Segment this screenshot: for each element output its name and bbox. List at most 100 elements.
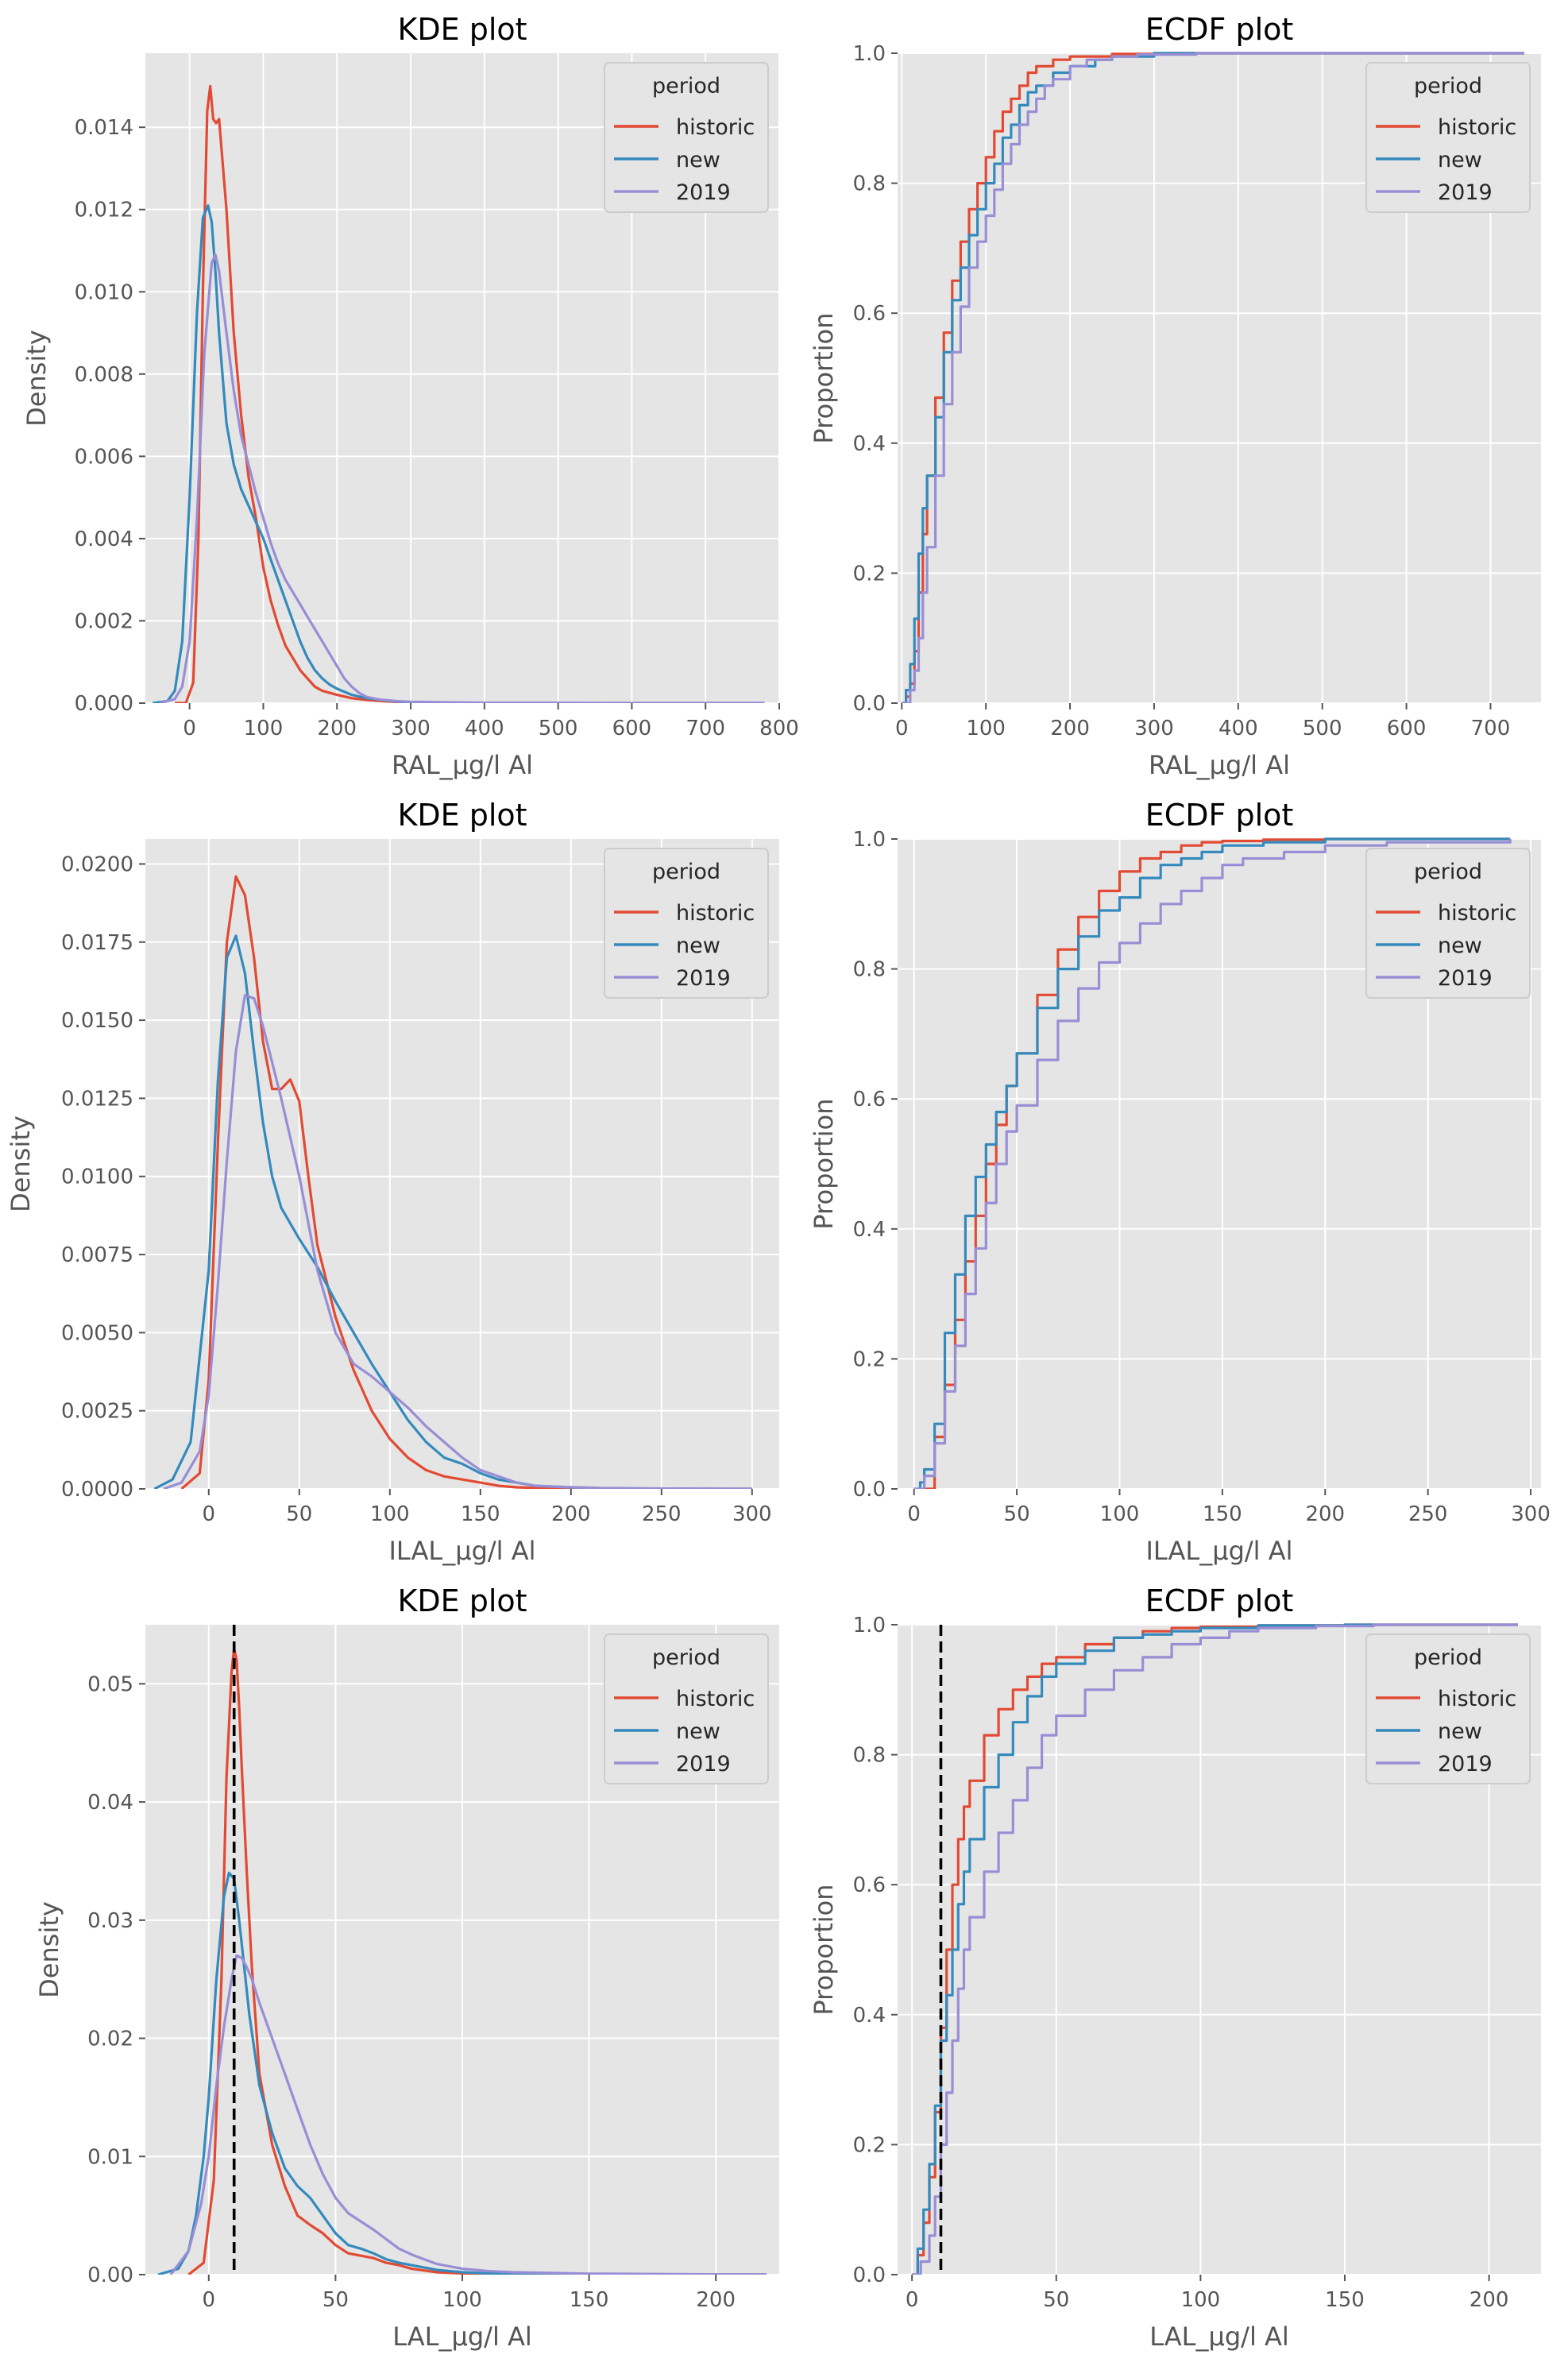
legend-label: historic — [1438, 1687, 1516, 1711]
legend-box — [1365, 62, 1531, 213]
legend-label: 2019 — [1438, 966, 1493, 991]
x-tick-label: 100 — [244, 717, 284, 740]
y-tick-label: 0.0050 — [61, 1321, 133, 1345]
legend-label: 2019 — [676, 1752, 731, 1776]
series-line-2019 — [902, 52, 1524, 703]
x-tick-label: 400 — [1218, 717, 1258, 740]
y-tick-label: 1.0 — [853, 828, 886, 852]
y-tick-label: 0.008 — [75, 363, 133, 387]
series-line-2019 — [912, 1623, 1518, 2275]
legend-title: period — [652, 74, 720, 99]
x-tick-label: 100 — [1181, 2288, 1221, 2312]
x-axis-label: ILAL_µg/l Al — [1145, 1536, 1292, 1566]
x-tick-label: 200 — [317, 717, 357, 740]
y-tick-label: 0.04 — [87, 1791, 133, 1815]
legend: period historic new 2019 — [1365, 848, 1531, 999]
legend: period historic new 2019 — [604, 62, 769, 213]
chart-title: ECDF plot — [1145, 12, 1294, 47]
y-tick-label: 0.2 — [853, 562, 886, 586]
series-group — [902, 52, 1524, 703]
legend-title: period — [1414, 860, 1482, 884]
x-tick-label: 150 — [1325, 2288, 1365, 2312]
y-tick-label: 0.00 — [87, 2264, 133, 2287]
legend-label: historic — [1438, 901, 1516, 926]
y-tick-label: 0.0200 — [61, 852, 133, 876]
x-tick-label: 500 — [1303, 717, 1342, 740]
y-tick-label: 0.0075 — [61, 1243, 133, 1267]
legend-label: historic — [676, 1687, 755, 1711]
x-tick-label: 100 — [442, 2288, 482, 2312]
x-tick-label: 800 — [759, 717, 799, 740]
legend-box — [604, 1633, 769, 1784]
y-tick-label: 1.0 — [853, 42, 886, 66]
series-group — [153, 875, 752, 1489]
y-tick-label: 0.8 — [853, 172, 886, 196]
x-tick-label: 300 — [391, 717, 431, 740]
series-group — [913, 837, 1512, 1489]
x-tick-label: 250 — [642, 1502, 682, 1526]
x-tick-label: 0 — [906, 2288, 919, 2312]
chart-6: 0 50 100 150 200 0.0 0.2 0.4 0.6 0.8 1.0 ECDF plot L… — [809, 1583, 1541, 2352]
legend-label: new — [676, 934, 720, 958]
x-tick-label: 0 — [203, 1502, 216, 1526]
x-tick-label: 600 — [612, 717, 652, 740]
legend-label: 2019 — [1438, 180, 1493, 205]
legend-label: new — [676, 1719, 720, 1744]
x-tick-label: 500 — [539, 717, 578, 740]
x-tick-label: 200 — [551, 1502, 591, 1526]
y-tick-label: 0.0 — [853, 692, 886, 716]
y-tick-label: 0.6 — [853, 1873, 886, 1897]
legend: period historic new 2019 — [604, 1633, 769, 1784]
y-axis-label: Proportion — [809, 1098, 839, 1229]
y-tick-label: 0.0150 — [61, 1009, 133, 1033]
x-tick-label: 0 — [183, 717, 196, 740]
y-tick-label: 0.6 — [853, 302, 886, 326]
x-tick-label: 200 — [1050, 717, 1090, 740]
legend-box — [1365, 1633, 1531, 1784]
y-tick-label: 0.002 — [75, 609, 133, 633]
legend-box — [604, 848, 769, 999]
y-tick-label: 0.6 — [853, 1088, 886, 1111]
y-axis-label: Density — [34, 1901, 64, 1998]
y-tick-label: 0.02 — [87, 2028, 133, 2051]
series-group — [153, 84, 765, 703]
x-tick-label: 150 — [461, 1502, 500, 1526]
x-tick-label: 50 — [1004, 1502, 1030, 1526]
y-tick-label: 1.0 — [853, 1614, 886, 1637]
y-tick-label: 0.0100 — [61, 1166, 133, 1189]
series-group — [157, 1647, 767, 2275]
chart-title: KDE plot — [397, 12, 527, 47]
legend-label: new — [1438, 1719, 1482, 1744]
chart-title: ECDF plot — [1145, 1583, 1294, 1618]
x-axis-label: LAL_µg/l Al — [392, 2322, 532, 2352]
y-tick-label: 0.2 — [853, 2133, 886, 2157]
y-tick-label: 0.0175 — [61, 931, 133, 955]
y-tick-label: 0.8 — [853, 1744, 886, 1768]
y-tick-label: 0.4 — [853, 2004, 886, 2028]
y-tick-label: 0.01 — [87, 2145, 133, 2169]
y-axis-label: Density — [6, 1115, 36, 1212]
legend: period historic new 2019 — [1365, 1633, 1531, 1784]
legend-label: historic — [1438, 115, 1516, 140]
x-tick-label: 150 — [570, 2288, 609, 2312]
series-line-historic — [180, 875, 752, 1489]
legend-title: period — [1414, 74, 1482, 99]
legend-label: historic — [676, 115, 755, 140]
series-line-2019 — [913, 839, 1512, 1489]
x-tick-label: 300 — [1511, 1502, 1551, 1526]
y-tick-label: 0.0000 — [61, 1478, 133, 1502]
x-tick-label: 700 — [686, 717, 725, 740]
legend-title: period — [652, 1645, 720, 1670]
x-tick-label: 100 — [1100, 1502, 1140, 1526]
legend: period historic new 2019 — [1365, 62, 1531, 213]
x-tick-label: 600 — [1387, 717, 1427, 740]
chart-title: KDE plot — [397, 798, 527, 833]
y-tick-label: 0.0 — [853, 2264, 886, 2287]
series-line-2019 — [163, 994, 752, 1489]
x-axis-label: ILAL_µg/l Al — [388, 1536, 535, 1566]
chart-4: 0 50 100 150 200 250 300 0.0 0.2 0.4 0.6 0.8 1.0 ECDF… — [809, 798, 1551, 1566]
y-tick-label: 0.000 — [75, 692, 133, 716]
legend-title: period — [1414, 1645, 1482, 1670]
x-tick-label: 400 — [465, 717, 504, 740]
